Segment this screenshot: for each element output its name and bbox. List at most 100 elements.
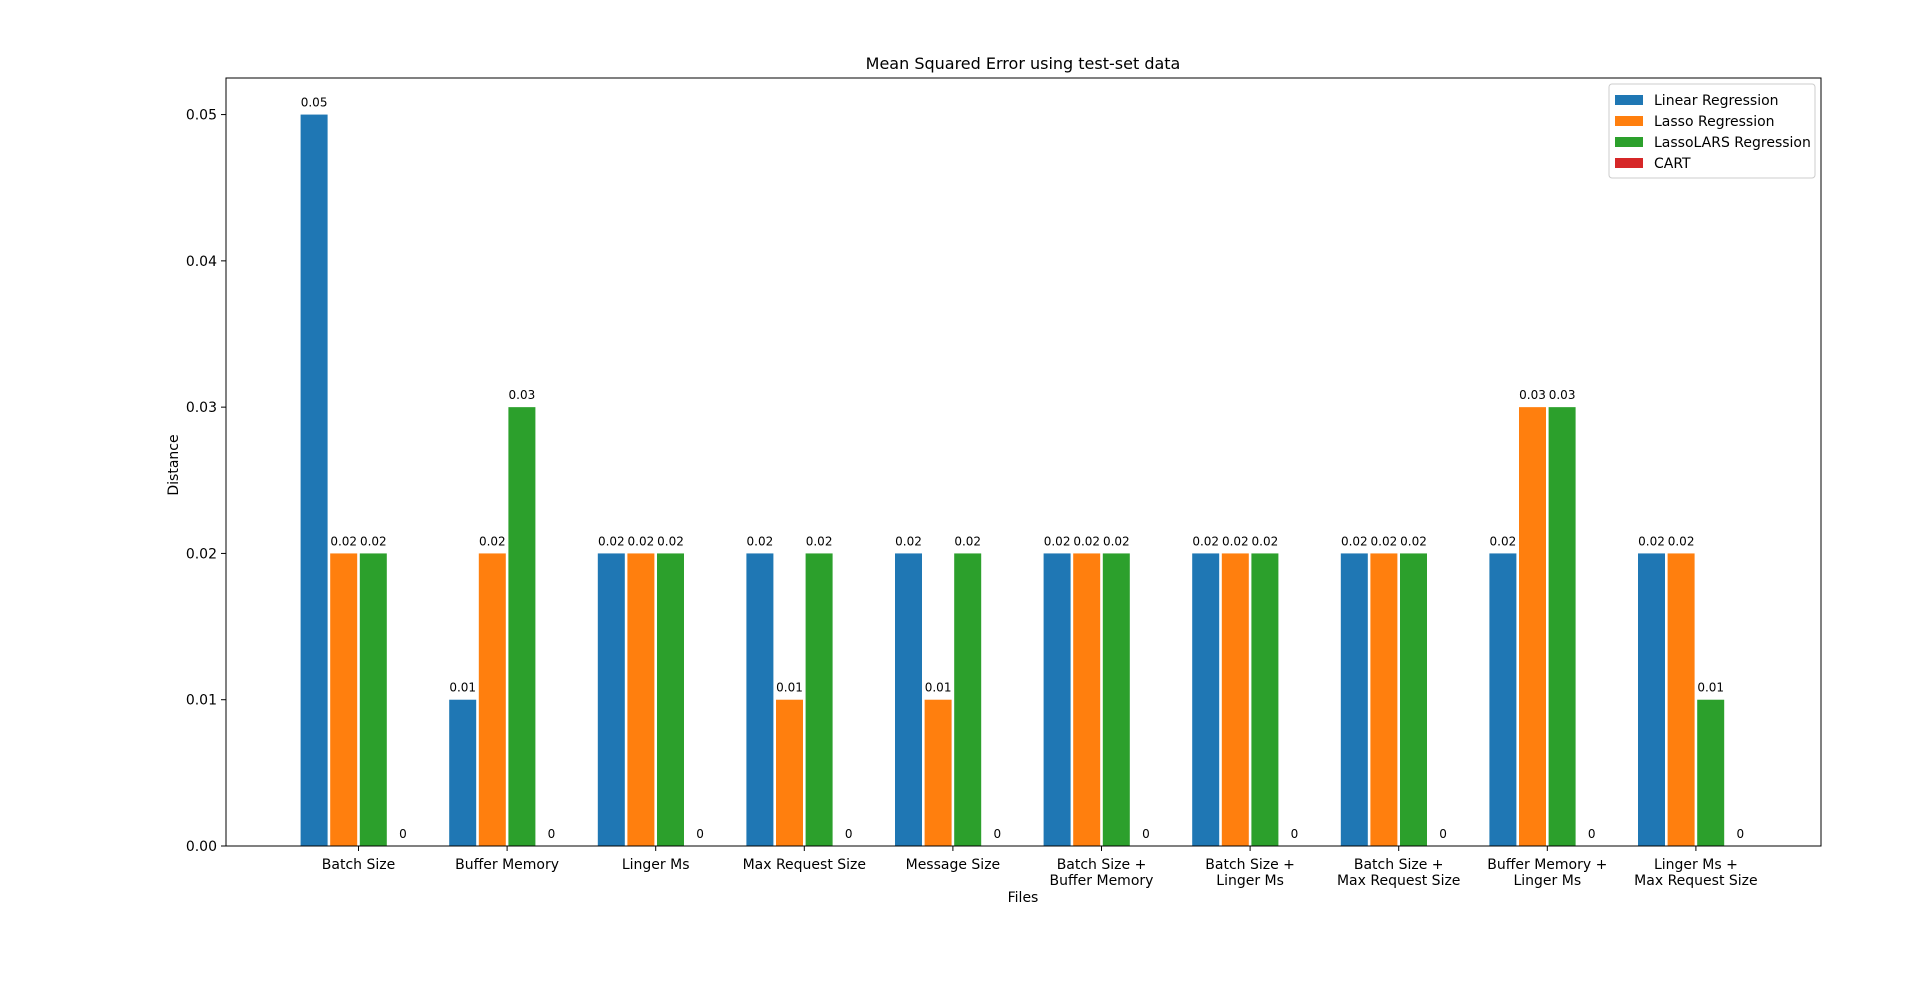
x-tick-label: Linger Ms: [622, 857, 690, 873]
legend-label: LassoLARS Regression: [1654, 135, 1811, 151]
bar: [1697, 699, 1725, 846]
bar-value-label: 0.02: [1371, 534, 1398, 548]
x-tick-label: Linger Ms +: [1654, 857, 1738, 873]
x-tick-label: Batch Size +: [1205, 857, 1295, 873]
legend-label: Lasso Regression: [1654, 114, 1775, 130]
bar: [508, 407, 536, 846]
y-tick-label: 0.05: [186, 108, 217, 124]
y-tick-label: 0.01: [186, 693, 217, 709]
legend-swatch: [1615, 158, 1643, 168]
y-tick-label: 0.04: [186, 254, 217, 270]
bar-value-label: 0.02: [1341, 534, 1368, 548]
bar: [627, 553, 655, 846]
x-tick-label: Linger Ms: [1216, 873, 1284, 889]
bar: [776, 699, 803, 846]
x-tick-label: Batch Size +: [1354, 857, 1444, 873]
bar: [330, 553, 358, 846]
bar-value-label: 0: [993, 827, 1001, 841]
bar: [1638, 553, 1665, 846]
bar: [449, 699, 477, 846]
x-tick-label: Buffer Memory: [1050, 873, 1154, 889]
bar-value-label: 0.02: [479, 534, 506, 548]
bar: [805, 553, 833, 846]
bar-value-label: 0: [696, 827, 704, 841]
bar-value-label: 0.02: [1490, 534, 1517, 548]
bar: [657, 553, 684, 846]
bar: [359, 553, 387, 846]
bar-value-label: 0: [1736, 827, 1744, 841]
bar-value-label: 0.01: [925, 681, 952, 695]
bar: [597, 553, 625, 846]
bar-value-label: 0.01: [776, 681, 803, 695]
chart-title: Mean Squared Error using test-set data: [866, 54, 1181, 73]
x-tick-label: Max Request Size: [743, 857, 866, 873]
bar-value-label: 0.03: [1549, 388, 1576, 402]
legend: Linear Regression Lasso Regression LassoLA…: [1608, 83, 1816, 179]
x-tick-label: Batch Size +: [1057, 857, 1147, 873]
bar: [300, 114, 328, 847]
bar: [1548, 407, 1576, 846]
bar-value-label: 0.02: [628, 534, 655, 548]
plot-area-frame: [225, 77, 1822, 847]
legend-swatch: [1615, 95, 1643, 105]
y-axis-label: Distance: [166, 434, 182, 495]
bar-value-label: 0.02: [895, 534, 922, 548]
bar: [1073, 553, 1101, 846]
bar-value-label: 0.02: [747, 534, 774, 548]
bar: [1043, 553, 1071, 846]
bar-value-label: 0.02: [954, 534, 981, 548]
legend-swatch: [1615, 116, 1643, 126]
bar-value-label: 0: [845, 827, 853, 841]
bar: [1400, 553, 1427, 846]
bar-value-label: 0: [1142, 827, 1150, 841]
bar-value-label: 0.02: [360, 534, 387, 548]
bar-value-label: 0.03: [509, 388, 536, 402]
bar-value-label: 0.02: [1668, 534, 1695, 548]
bar-value-label: 0: [399, 827, 407, 841]
bar-value-label: 0: [1439, 827, 1447, 841]
bar-value-label: 0.01: [449, 681, 476, 695]
bar: [1102, 553, 1130, 846]
bar-value-label: 0.02: [1638, 534, 1665, 548]
bar-value-label: 0.02: [806, 534, 833, 548]
bar-value-label: 0.02: [1192, 534, 1219, 548]
bar: [895, 553, 922, 846]
y-tick-label: 0.02: [186, 546, 217, 562]
bar-value-label: 0.02: [1103, 534, 1130, 548]
bar-value-label: 0.02: [657, 534, 684, 548]
x-tick-label: Linger Ms: [1513, 873, 1581, 889]
x-axis-label: Files: [1008, 890, 1039, 906]
bar-value-label: 0.03: [1519, 388, 1546, 402]
bar: [924, 699, 952, 846]
bar: [1519, 407, 1546, 846]
bar-value-label: 0.02: [598, 534, 625, 548]
legend-label: Linear Regression: [1654, 93, 1779, 109]
bar: [1221, 553, 1249, 846]
x-tick-label: Buffer Memory +: [1487, 857, 1607, 873]
bar-value-label: 0.02: [1044, 534, 1071, 548]
bar-value-label: 0: [1291, 827, 1299, 841]
x-tick-label: Max Request Size: [1337, 873, 1460, 889]
y-tick-label: 0.03: [186, 400, 217, 416]
bar-value-label: 0.02: [1252, 534, 1279, 548]
bar-value-label: 0.02: [1073, 534, 1100, 548]
bar-value-label: 0.05: [301, 96, 328, 110]
bar-value-label: 0: [1588, 827, 1596, 841]
x-tick-label: Max Request Size: [1634, 873, 1757, 889]
x-axis-ticks: Batch Size Buffer Memory Linger Ms Max Requ…: [322, 846, 1758, 889]
y-tick-label: 0.00: [186, 839, 217, 855]
bar: [1192, 553, 1220, 846]
x-tick-label: Message Size: [906, 857, 1001, 873]
bar: [1251, 553, 1279, 846]
bar-series-group: [300, 114, 1725, 847]
bar-value-label: 0.02: [1222, 534, 1249, 548]
bar-value-label: 0.01: [1697, 681, 1724, 695]
legend-box: [1608, 83, 1816, 179]
bar: [1489, 553, 1517, 846]
bar: [478, 553, 506, 846]
legend-swatch: [1615, 137, 1643, 147]
x-tick-label: Buffer Memory: [455, 857, 559, 873]
bar-value-label: 0.02: [330, 534, 357, 548]
